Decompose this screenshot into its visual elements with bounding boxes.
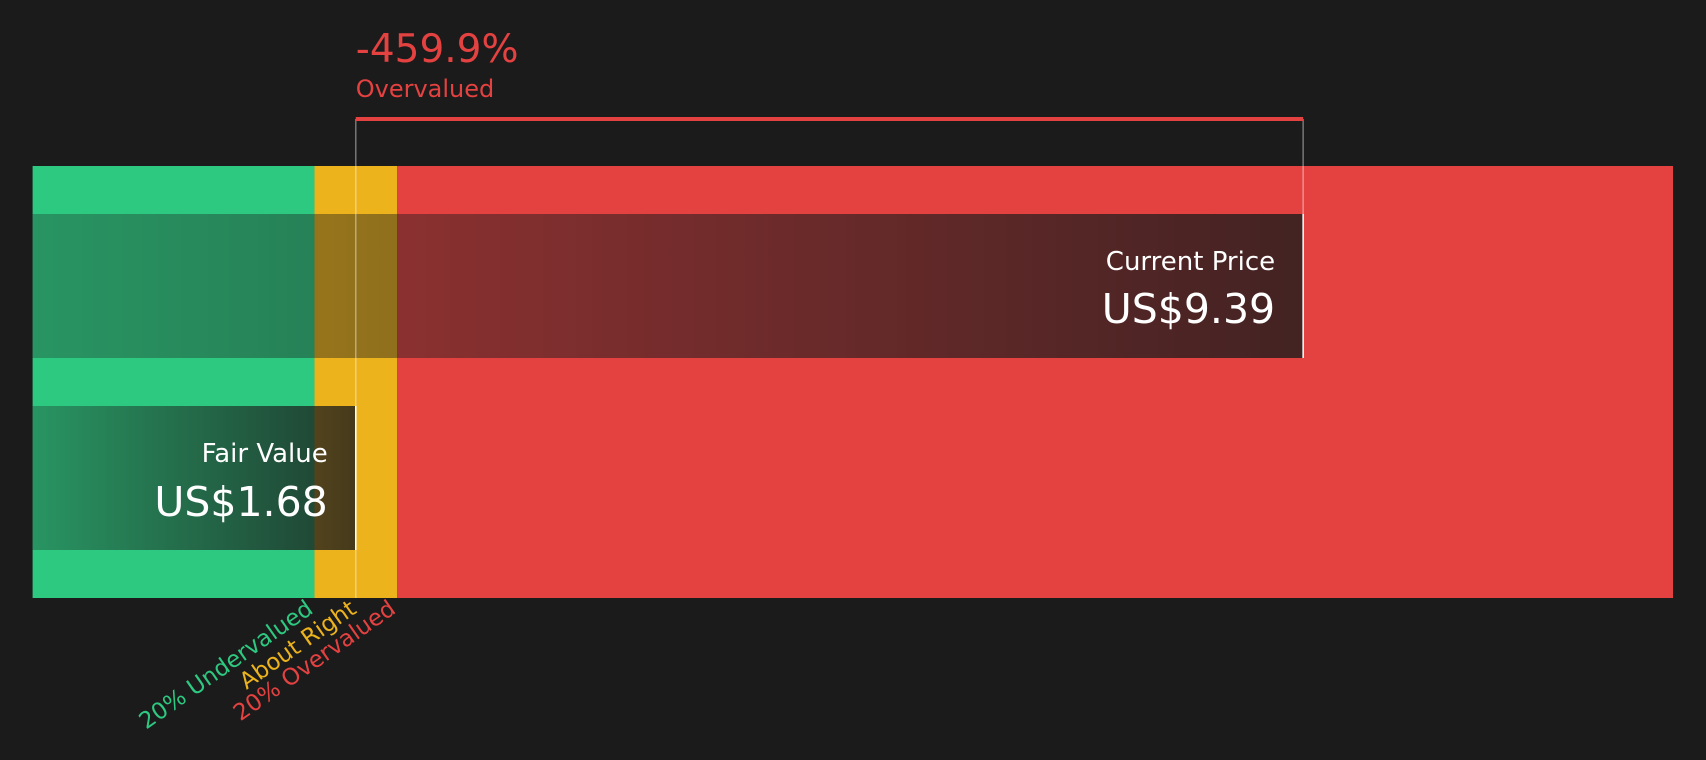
current-price-value: US$9.39 (1102, 285, 1275, 333)
headline-percentage: -459.9% (356, 27, 519, 72)
headline-label: Overvalued (356, 75, 495, 103)
fair-value-bar (32, 406, 356, 550)
current-price-bar (32, 214, 1304, 358)
fair-value-label: Fair Value (202, 439, 328, 469)
current-price-label: Current Price (1106, 247, 1275, 277)
fair-value-value: US$1.68 (154, 478, 327, 526)
